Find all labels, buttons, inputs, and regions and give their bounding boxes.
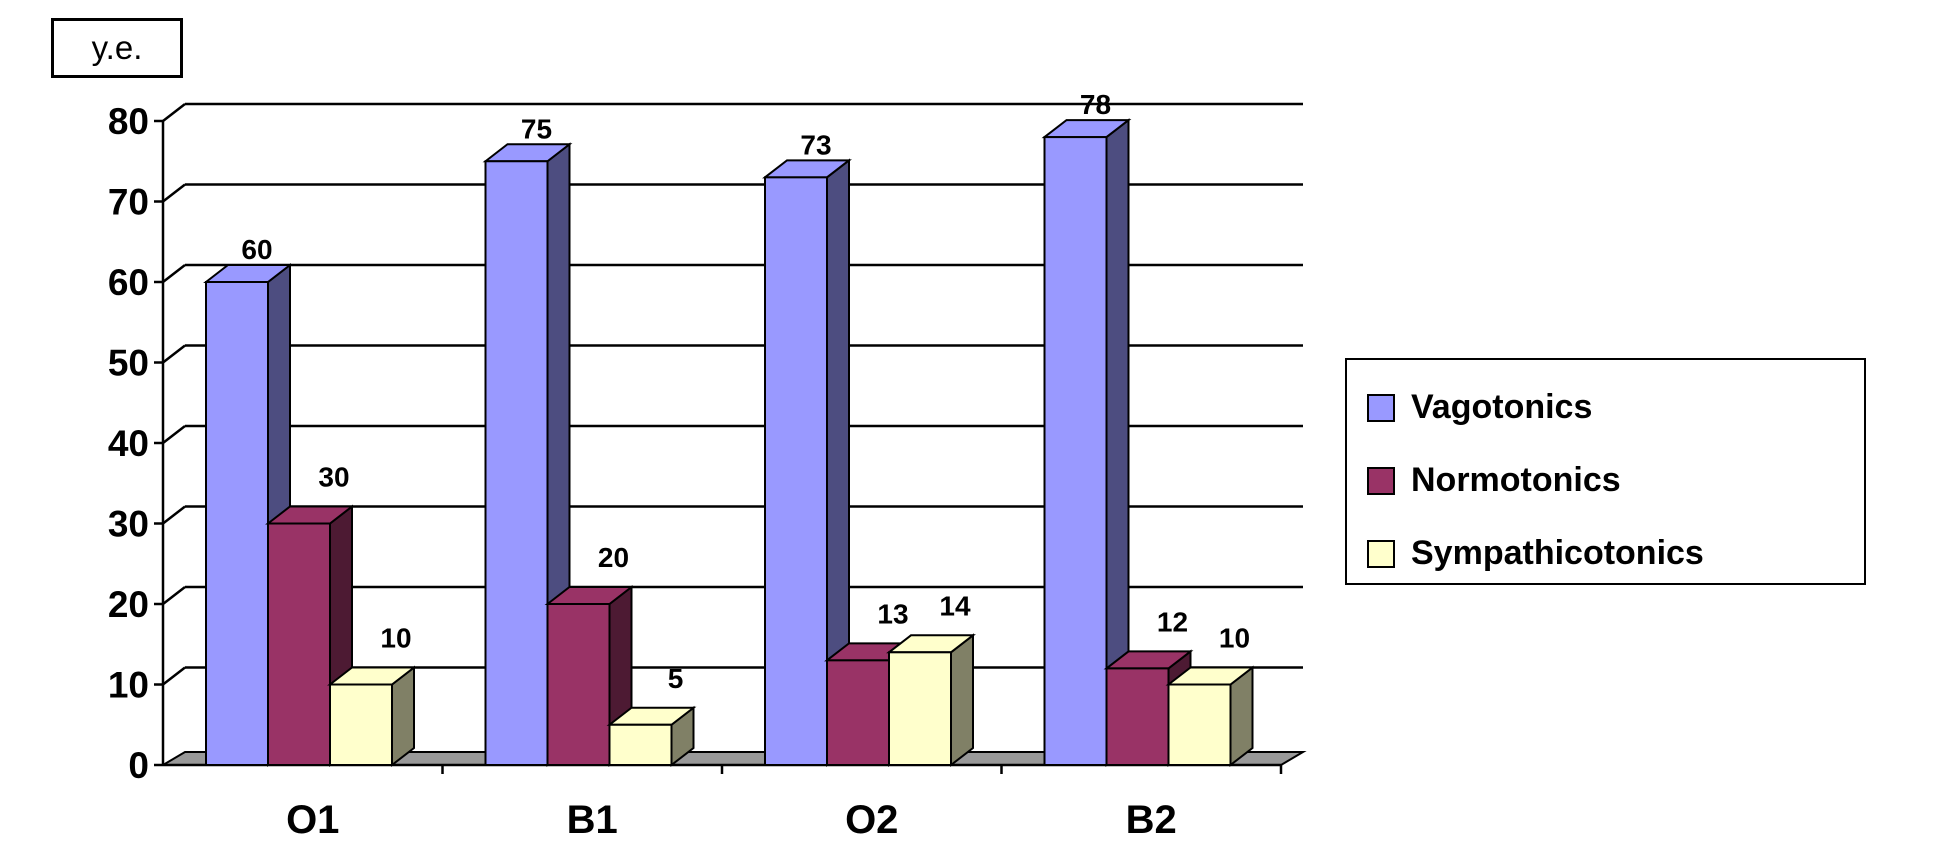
data-label: 78 (1080, 89, 1111, 120)
bar-vagotonics (764, 176, 828, 767)
y-axis-unit-label: y.e. (51, 18, 183, 78)
x-tick-label: B2 (1126, 798, 1177, 842)
gridline-side (162, 425, 186, 444)
legend-item-vagotonics: Vagotonics (1367, 388, 1592, 427)
y-tick-label: 80 (108, 101, 149, 142)
legend-label: Vagotonics (1411, 388, 1593, 426)
bar-sympathicotonics (1167, 683, 1232, 766)
data-label: 10 (1219, 623, 1250, 654)
legend-swatch (1367, 393, 1395, 422)
y-tick-label: 40 (108, 423, 149, 464)
legend-item-sympathicotonics: Sympathicotonics (1367, 534, 1704, 573)
data-label: 73 (800, 129, 831, 160)
bar-sympathicotonics (888, 651, 952, 766)
y-tick-label: 60 (108, 262, 149, 303)
y-tick-label: 10 (108, 665, 149, 706)
legend-label: Normotonics (1411, 461, 1621, 499)
data-label: 12 (1157, 606, 1188, 637)
data-label: 75 (521, 113, 552, 144)
gridline-side (162, 344, 186, 364)
bar-normotonics (546, 603, 611, 766)
bar-side (950, 633, 974, 768)
bar-vagotonics (1043, 136, 1108, 767)
gridline-side (162, 183, 186, 203)
legend-item-normotonics: Normotonics (1367, 461, 1621, 500)
data-label: 13 (877, 598, 908, 629)
data-label: 20 (598, 542, 629, 573)
bar-normotonics (1105, 667, 1170, 767)
bar-normotonics (826, 659, 890, 766)
data-label: 60 (241, 234, 272, 265)
bar-sympathicotonics (608, 723, 673, 766)
legend: Vagotonics Normotonics Sympathicotonics (1345, 358, 1866, 585)
y-tick-label: 20 (108, 584, 149, 625)
bar-vagotonics (484, 160, 549, 766)
gridline-side (162, 666, 186, 686)
data-label: 5 (668, 663, 684, 694)
bar-normotonics (267, 522, 331, 766)
y-tick-label: 30 (108, 504, 149, 545)
bar-vagotonics (205, 281, 269, 766)
legend-label: Sympathicotonics (1411, 534, 1704, 572)
gridline-side (162, 103, 186, 122)
bar-sympathicotonics (329, 683, 393, 766)
data-label: 10 (380, 623, 411, 654)
gridline-side (162, 505, 186, 525)
x-tick-label: B1 (567, 798, 618, 842)
x-tick-label: O2 (845, 798, 898, 842)
gridline-side (162, 586, 186, 605)
legend-swatch (1367, 466, 1395, 495)
data-label: 30 (318, 462, 349, 493)
y-tick-label: 50 (108, 343, 149, 384)
y-tick-label: 0 (128, 745, 149, 786)
gridline-side (162, 264, 186, 283)
x-tick-label: O1 (286, 798, 339, 842)
legend-swatch (1367, 539, 1395, 568)
y-tick-label: 70 (108, 182, 149, 223)
data-label: 14 (939, 590, 971, 621)
